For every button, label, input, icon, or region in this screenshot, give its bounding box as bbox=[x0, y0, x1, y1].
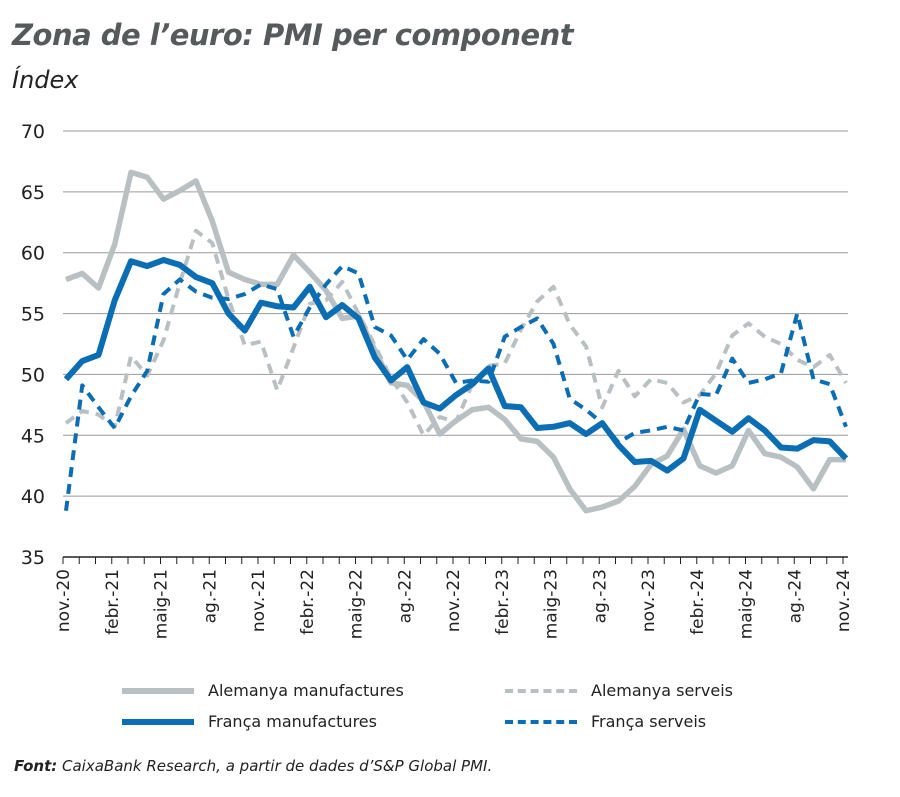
x-tick-label: ag.-21 bbox=[200, 569, 220, 623]
series-line-2 bbox=[63, 257, 849, 474]
series-line-3 bbox=[64, 264, 848, 512]
y-tick-label: 65 bbox=[21, 182, 45, 204]
x-tick-label: maig-24 bbox=[737, 569, 757, 639]
x-tick-label: maig-23 bbox=[542, 569, 562, 639]
y-tick-label: 70 bbox=[21, 121, 45, 143]
legend-item-fr-mfg: França manufactures bbox=[122, 712, 377, 731]
legend-label: França serveis bbox=[591, 712, 707, 731]
y-tick-label: 45 bbox=[21, 425, 45, 447]
series-line-0 bbox=[65, 169, 846, 514]
source-note: Font: CaixaBank Research, a partir de da… bbox=[14, 757, 492, 775]
x-tick-label: maig-22 bbox=[347, 569, 367, 639]
x-tick-label: febr.-23 bbox=[493, 569, 513, 635]
x-tick-label: ag.-23 bbox=[590, 569, 610, 623]
x-tick-label: ag.-24 bbox=[785, 569, 805, 623]
legend-label: Alemanya serveis bbox=[591, 681, 733, 700]
legend-item-de-serv: Alemanya serveis bbox=[505, 681, 733, 700]
x-tick-label: nov.-24 bbox=[834, 569, 854, 632]
legend-item-fr-serv: França serveis bbox=[505, 712, 706, 731]
chart-title: Zona de l’euro: PMI per component bbox=[12, 18, 574, 52]
x-tick-label: nov.-23 bbox=[639, 569, 659, 632]
chart-subtitle: Índex bbox=[12, 66, 79, 94]
x-tick-label: febr.-21 bbox=[103, 569, 123, 635]
x-tick-label: febr.-22 bbox=[298, 569, 318, 635]
series-line-1 bbox=[64, 228, 848, 438]
x-tick-label: ag.-22 bbox=[395, 569, 415, 623]
y-tick-label: 55 bbox=[21, 304, 45, 326]
legend-label: Alemanya manufactures bbox=[208, 681, 404, 700]
y-tick-label: 50 bbox=[21, 364, 45, 386]
source-label: Font: bbox=[14, 757, 58, 775]
line-chart: 35 40 45 50 55 60 65 70 nov.-20 febr.-21 maig-21 ag… bbox=[21, 121, 854, 639]
x-tick-label: nov.-22 bbox=[444, 569, 464, 632]
x-tick-label: nov.-20 bbox=[54, 569, 74, 632]
y-tick-label: 60 bbox=[21, 243, 45, 265]
x-tick-label: maig-21 bbox=[152, 569, 172, 639]
legend-label: França manufactures bbox=[208, 712, 377, 731]
source-text: CaixaBank Research, a partir de dades d’… bbox=[57, 757, 493, 775]
x-tick-label: nov.-21 bbox=[249, 569, 269, 632]
y-tick-label: 40 bbox=[21, 486, 45, 508]
y-tick-label: 35 bbox=[21, 547, 45, 569]
legend-item-de-mfg: Alemanya manufactures bbox=[122, 681, 404, 700]
x-tick-label: febr.-24 bbox=[688, 569, 708, 635]
